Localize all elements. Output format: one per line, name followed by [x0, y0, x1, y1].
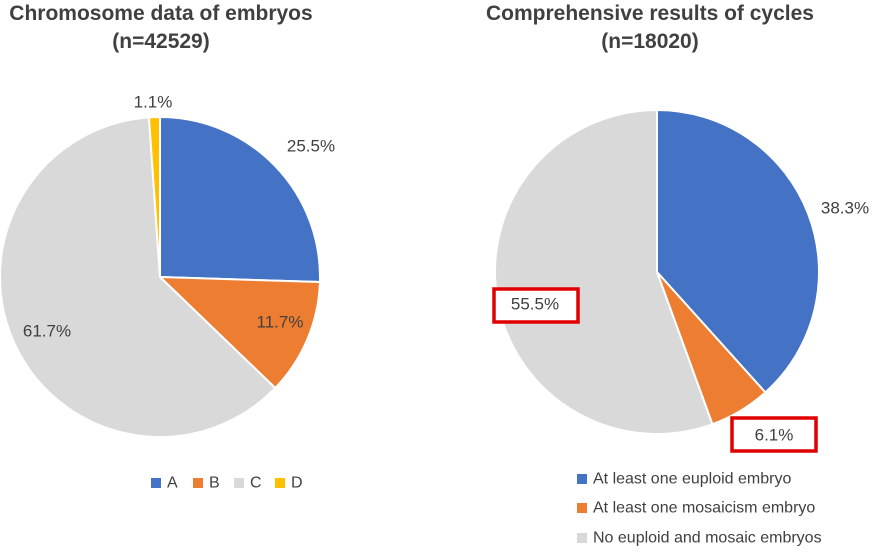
chart-title-left-main: Chromosome data of embryos	[9, 2, 313, 25]
legend-swatch-b	[193, 478, 203, 488]
data-label-a: 25.5%	[287, 137, 335, 156]
highlight-box-6-1	[730, 416, 818, 453]
legend-label-at-least-one-mosaicism-embryo: At least one mosaicism embryo	[593, 500, 815, 517]
legend-label-no-euploid-and-mosaic-embryos: No euploid and mosaic embryos	[593, 530, 822, 547]
chart-title-right-main: Comprehensive results of cycles	[486, 2, 814, 25]
pie-slice-at-least-one-euploid-embryo	[656, 108, 820, 394]
chart-title-left: Chromosome data of embryos (n=42529)	[0, 0, 322, 56]
pie-slice-d	[147, 115, 161, 278]
highlight-box-55-5	[492, 287, 580, 324]
legend-label-at-least-one-euploid-embryo: At least one euploid embryo	[593, 471, 791, 488]
chart-title-left-subtitle: (n=42529)	[112, 30, 210, 53]
data-label-d: 1.1%	[134, 93, 173, 112]
data-label-at-least-one-euploid-embryo: 38.3%	[821, 199, 869, 218]
legend-swatch-d	[275, 478, 285, 488]
legend-swatch-c	[234, 478, 244, 488]
data-label-no-euploid-and-mosaic-embryos: 55.5%	[511, 295, 559, 314]
legend-label-a: A	[167, 475, 178, 492]
pie-slice-b	[157, 275, 321, 390]
chart-title-right-subtitle: (n=18020)	[601, 30, 699, 53]
pie-slice-a	[159, 115, 321, 284]
legend-label-c: C	[250, 475, 262, 492]
legend-swatch-no-euploid-and-mosaic-embryos	[577, 533, 587, 543]
data-label-b: 11.7%	[257, 313, 304, 332]
pie-chart-left: 25.5% 11.7% 61.7% 1.1% A B C D	[0, 93, 335, 492]
data-label-c: 61.7%	[23, 322, 71, 341]
pie-slice-c	[0, 116, 277, 438]
legend-label-b: B	[209, 475, 220, 492]
chart-title-right: Comprehensive results of cycles (n=18020…	[480, 0, 820, 56]
legend-swatch-at-least-one-mosaicism-embryo	[577, 503, 587, 513]
legend-swatch-a	[151, 478, 161, 488]
legend-label-d: D	[291, 475, 303, 492]
legend-swatch-at-least-one-euploid-embryo	[577, 474, 587, 484]
data-label-at-least-one-mosaicism-embryo: 6.1%	[755, 426, 794, 445]
pie-chart-right: 38.3% 6.1% 55.5% At least one euploid embry…	[492, 108, 869, 547]
